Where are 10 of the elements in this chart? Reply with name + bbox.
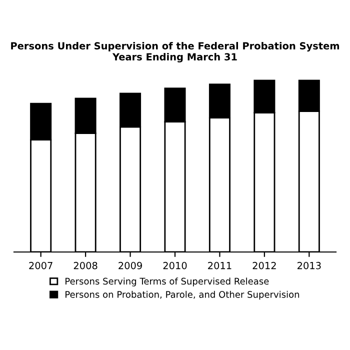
legend-label: Persons Serving Terms of Supervised Release bbox=[66, 278, 269, 286]
x-tick-label: 2013 bbox=[298, 262, 321, 270]
x-tick-label: 2010 bbox=[163, 262, 187, 270]
x-tick-label: 2007 bbox=[29, 262, 52, 270]
x-tick-label: 2009 bbox=[118, 262, 142, 270]
x-tick-label: 2012 bbox=[252, 262, 276, 270]
x-tick-label: 2008 bbox=[74, 262, 98, 270]
chart-title: Persons Under Supervision of the Federal Probation System Years Ending March 31 bbox=[11, 42, 340, 62]
x-tick-label: 2011 bbox=[208, 262, 232, 270]
legend-label: Persons on Probation, Parole, and Other Supervision bbox=[66, 290, 300, 300]
